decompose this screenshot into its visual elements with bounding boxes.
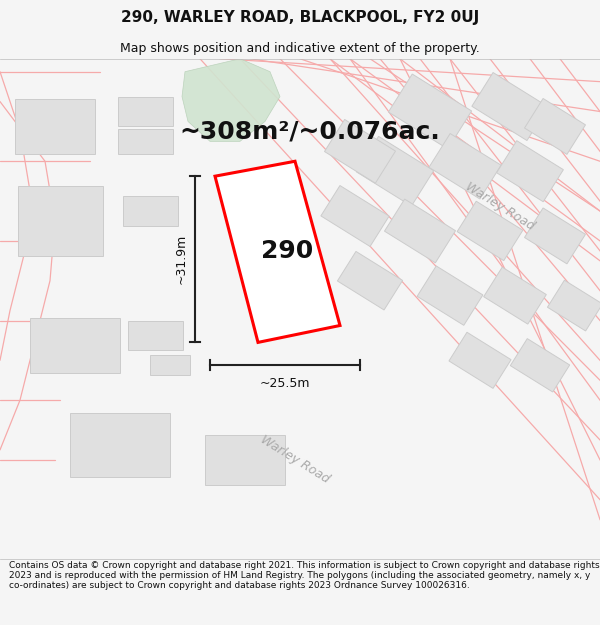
Polygon shape [472, 72, 548, 141]
Polygon shape [356, 136, 434, 206]
Polygon shape [128, 321, 182, 351]
Polygon shape [511, 339, 569, 392]
Text: 290: 290 [261, 239, 313, 263]
Text: ~308m²/~0.076ac.: ~308m²/~0.076ac. [179, 119, 440, 143]
Polygon shape [497, 141, 563, 202]
Polygon shape [429, 134, 501, 199]
Polygon shape [337, 251, 403, 310]
Polygon shape [484, 267, 547, 324]
Text: ~25.5m: ~25.5m [260, 377, 310, 390]
Polygon shape [205, 435, 285, 485]
Polygon shape [15, 99, 95, 154]
Polygon shape [70, 412, 170, 478]
Polygon shape [547, 280, 600, 331]
Polygon shape [321, 186, 389, 246]
Polygon shape [449, 332, 511, 388]
Polygon shape [118, 129, 173, 154]
Polygon shape [524, 208, 586, 264]
Text: Contains OS data © Crown copyright and database right 2021. This information is : Contains OS data © Crown copyright and d… [9, 561, 599, 591]
Polygon shape [457, 201, 523, 261]
Text: ~31.9m: ~31.9m [175, 234, 187, 284]
Text: Warley Road: Warley Road [258, 433, 332, 486]
Polygon shape [385, 199, 455, 262]
Polygon shape [150, 356, 190, 375]
Polygon shape [17, 186, 103, 256]
Text: 290, WARLEY ROAD, BLACKPOOL, FY2 0UJ: 290, WARLEY ROAD, BLACKPOOL, FY2 0UJ [121, 10, 479, 25]
Polygon shape [30, 318, 120, 372]
Polygon shape [118, 97, 173, 126]
Polygon shape [182, 59, 280, 141]
Polygon shape [122, 196, 178, 226]
Text: Warley Road: Warley Road [463, 179, 537, 232]
Text: Map shows position and indicative extent of the property.: Map shows position and indicative extent… [120, 42, 480, 54]
Polygon shape [417, 266, 483, 326]
Polygon shape [388, 74, 472, 149]
Polygon shape [524, 99, 586, 154]
Polygon shape [325, 119, 395, 183]
Polygon shape [215, 161, 340, 342]
